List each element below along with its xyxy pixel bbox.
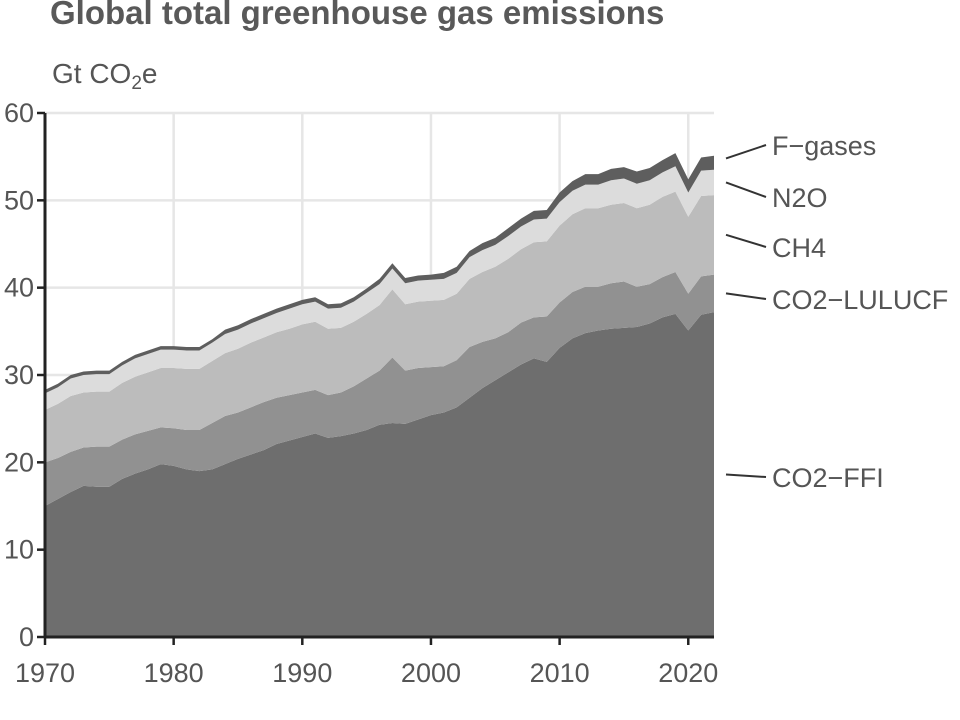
- y-tick-label: 50: [4, 185, 34, 215]
- area-f-gases: [45, 153, 714, 394]
- unit-label: Gt CO2e: [52, 58, 158, 95]
- axes: [37, 111, 714, 645]
- y-tick-label: 0: [19, 622, 34, 652]
- series-label-f-gases: F−gases: [772, 131, 876, 161]
- unit-subscript: 2: [131, 73, 142, 94]
- series-labels: F−gases N2O CH4 CO2−LULUCF CO2−FFI: [725, 131, 948, 493]
- x-tick-label: 1980: [144, 658, 204, 688]
- area-n2o: [45, 166, 714, 410]
- area-co2-lulucf: [45, 271, 714, 506]
- leader-line: [725, 233, 767, 248]
- y-tick-label: 20: [4, 447, 34, 477]
- leader-line: [725, 144, 767, 160]
- series-label-ch4: CH4: [772, 233, 826, 263]
- chart-title: Global total greenhouse gas emissions: [50, 0, 665, 31]
- x-tick-label: 2020: [658, 658, 718, 688]
- y-tick-label: 40: [4, 273, 34, 303]
- x-tick-label: 2000: [401, 658, 461, 688]
- area-ch4: [45, 191, 714, 463]
- series-label-co2-lulucf: CO2−LULUCF: [772, 285, 948, 315]
- y-tick-label: 30: [4, 360, 34, 390]
- tick-labels: 0 10 20 30 40 50 60 1970 1980 1990 2000 2010 2020: [4, 98, 718, 688]
- series-label-co2-ffi: CO2−FFI: [772, 463, 884, 493]
- unit-suffix: e: [141, 58, 158, 89]
- leader-line: [725, 292, 767, 300]
- area-series: [45, 153, 714, 637]
- x-tick-label: 2010: [530, 658, 590, 688]
- unit-main: Gt CO: [52, 58, 132, 89]
- x-tick-label: 1990: [272, 658, 332, 688]
- y-tick-label: 60: [4, 98, 34, 128]
- x-tick-label: 1970: [15, 658, 75, 688]
- leader-line: [725, 181, 767, 198]
- area-co2-ffi: [45, 312, 714, 637]
- leader-line: [725, 473, 767, 478]
- series-label-n2o: N2O: [772, 183, 828, 213]
- y-tick-label: 10: [4, 535, 34, 565]
